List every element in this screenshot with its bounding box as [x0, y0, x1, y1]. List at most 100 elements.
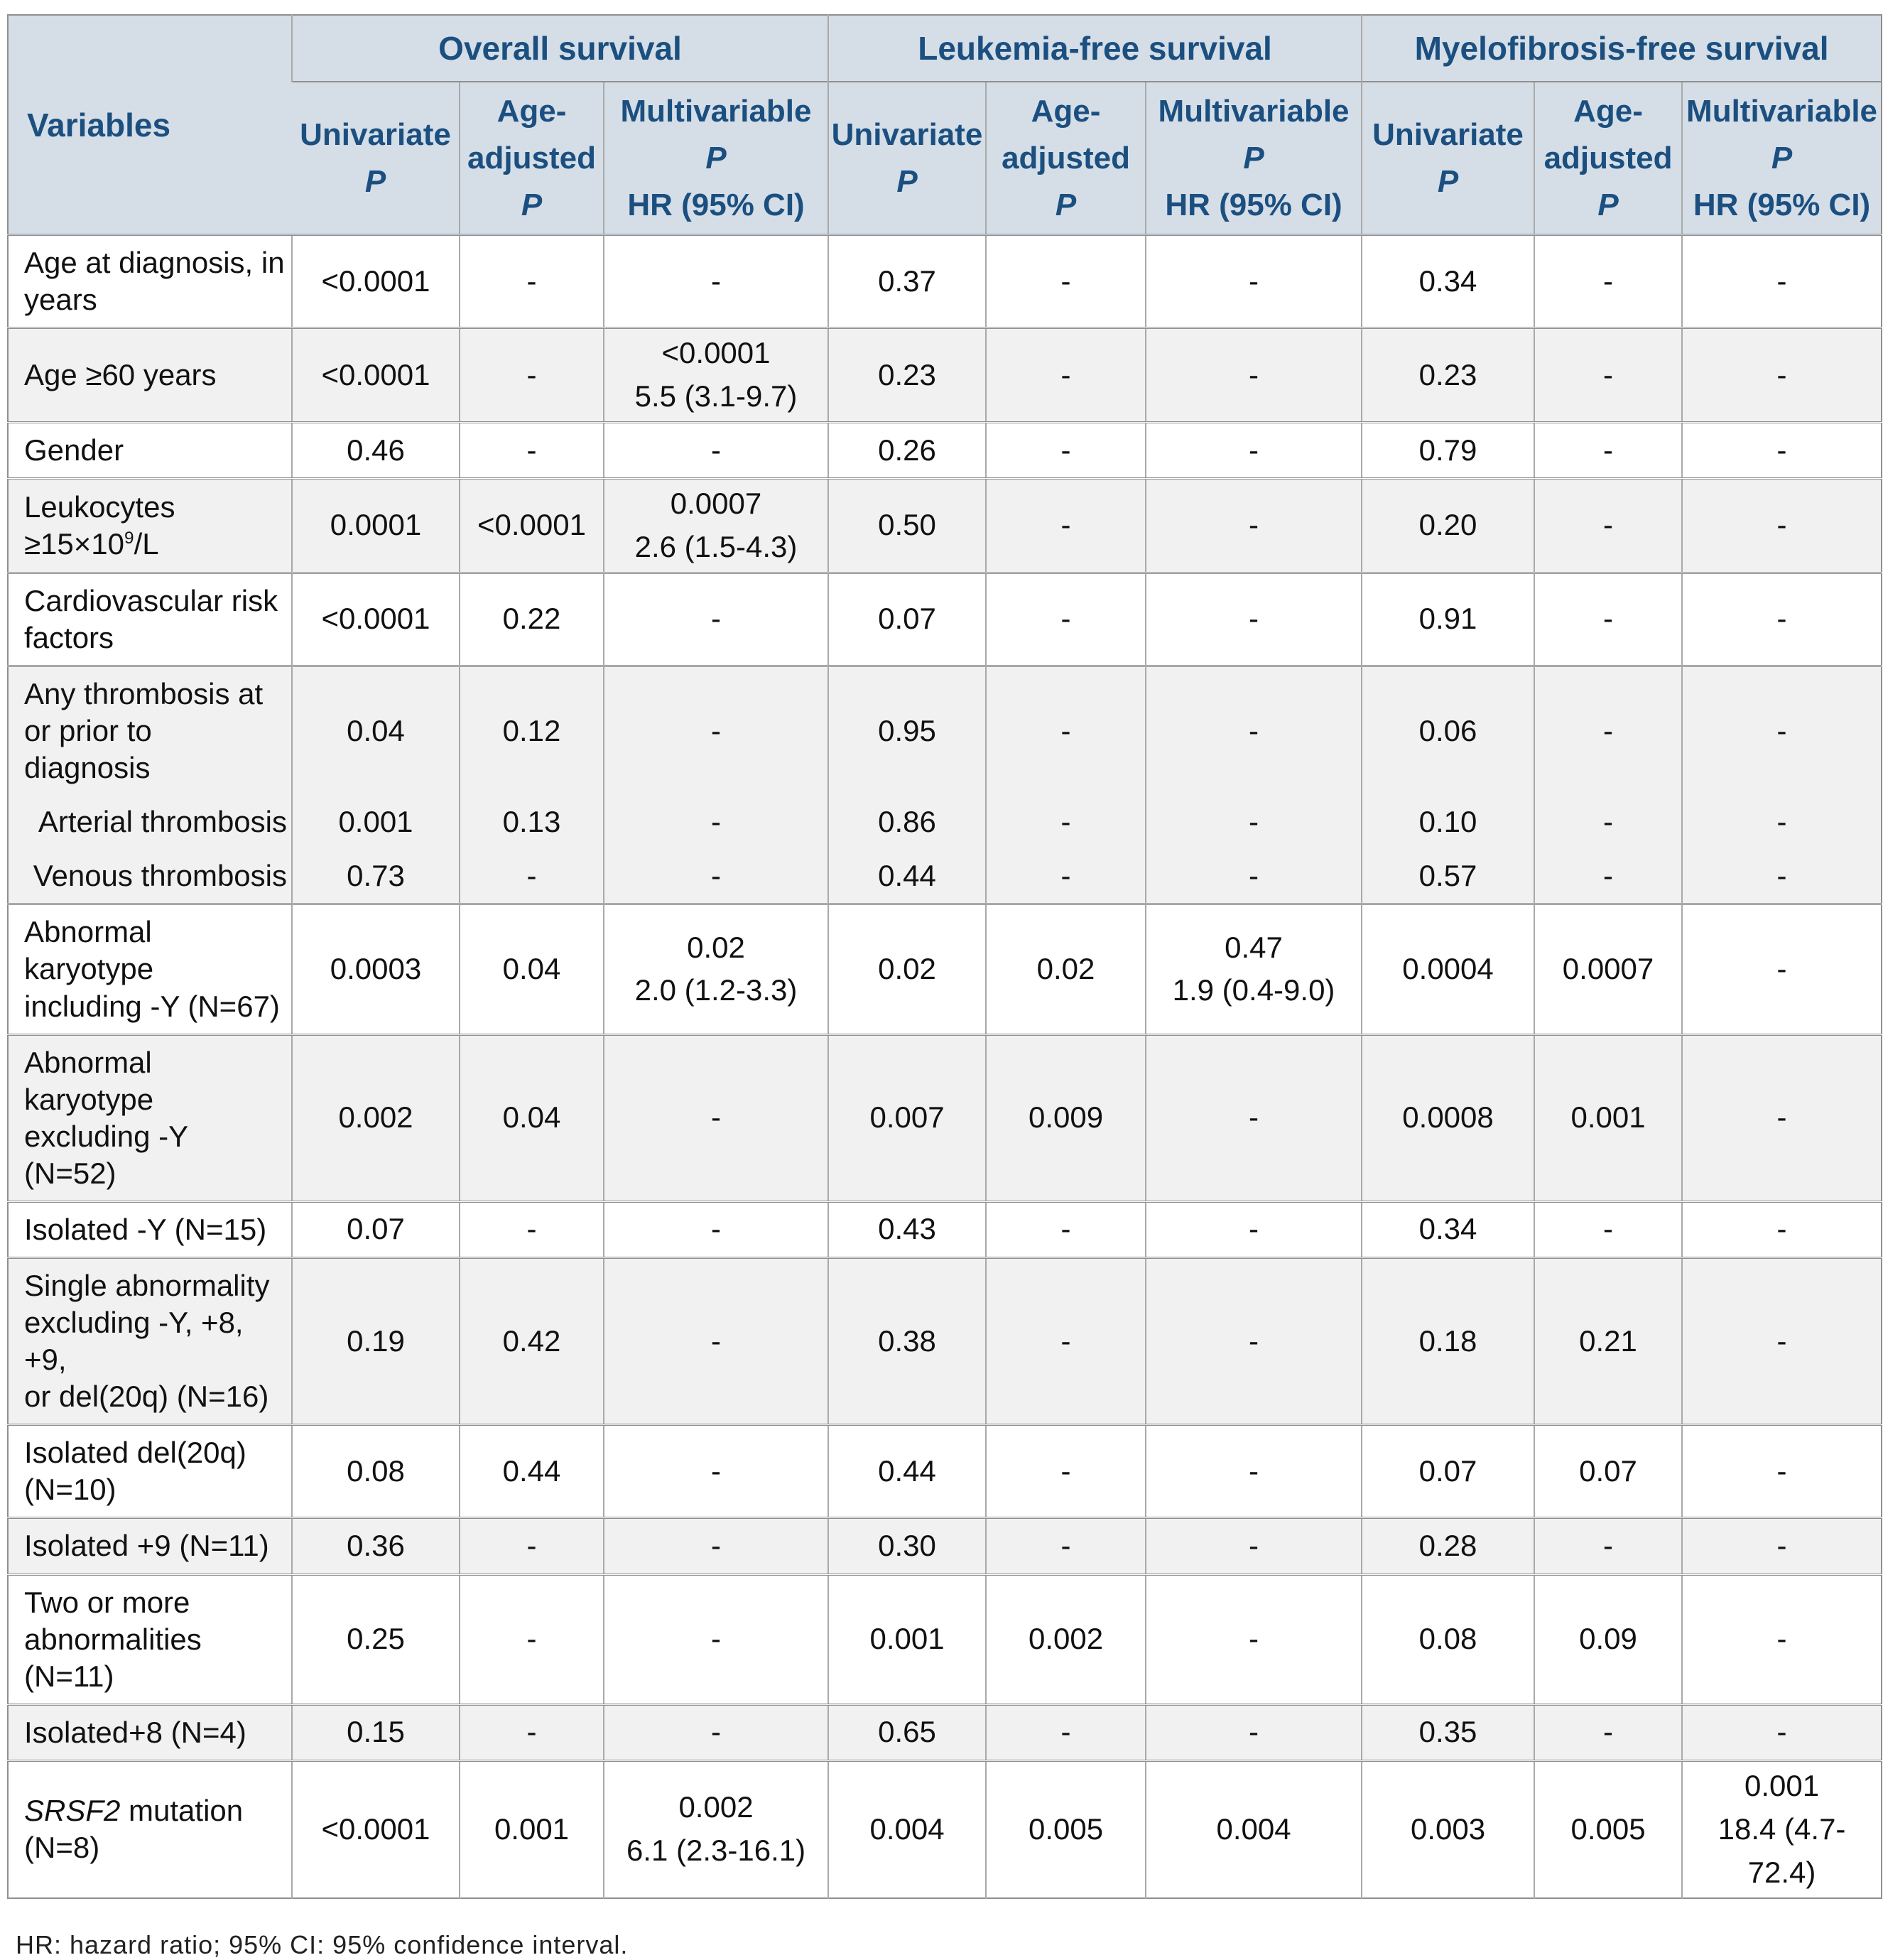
cell-value: - — [1145, 1703, 1362, 1761]
cell-value: 0.13 — [459, 795, 604, 850]
cell-value: 0.10 — [1361, 795, 1535, 850]
cell-value: 0.19 — [291, 1256, 460, 1425]
cell-value: 0.0007 — [1534, 903, 1683, 1035]
group-header-leukemia-free-survival: Leukemia-free survival — [827, 15, 1362, 82]
cell-value: <0.0001 — [291, 1759, 460, 1898]
table-header: Variables Overall survival Leukemia-free… — [8, 15, 1882, 235]
row-label: Age at diagnosis, in years — [8, 233, 292, 328]
table-row: SRSF2 mutation (N=8) <0.0001 0.001 0.002 6.… — [8, 1759, 1882, 1898]
cell-value: <0.0001 — [291, 571, 460, 666]
cell-value: <0.0001 — [291, 327, 460, 423]
column-header-2: Multivariable P HR (95% CI) — [602, 81, 829, 235]
cell-value: - — [459, 327, 604, 423]
cell-value: - — [602, 1703, 829, 1761]
cell-value: - — [1534, 664, 1683, 796]
cell-value: - — [1681, 664, 1882, 796]
cell-value: 0.001 — [291, 795, 460, 850]
cell-value: - — [1534, 327, 1683, 423]
cell-value: 0.005 — [1534, 1759, 1683, 1898]
table-row: Age ≥60 years <0.0001- <0.0001 5.5 (3.1-9.… — [8, 327, 1882, 423]
cell-value: 0.001 — [1534, 1033, 1683, 1202]
cell-value: 0.22 — [459, 571, 604, 666]
cell-value: 0.002 6.1 (2.3-16.1) — [602, 1759, 829, 1898]
cell-value: 0.23 — [827, 327, 987, 423]
cell-value: 0.001 — [459, 1759, 604, 1898]
group-header-row: Variables Overall survival Leukemia-free… — [8, 15, 1882, 235]
table-row: Gender 0.46- -0.26- -0.79- - — [8, 421, 1882, 479]
cell-value: - — [459, 1703, 604, 1761]
cell-value: 0.08 — [291, 1424, 460, 1518]
variables-header: Variables — [8, 15, 292, 235]
cell-value: 0.001 — [827, 1573, 987, 1705]
cell-value: 0.07 — [827, 571, 987, 666]
row-label: Isolated+8 (N=4) — [8, 1703, 292, 1761]
cell-value: - — [1681, 421, 1882, 479]
cell-value: 0.0004 — [1361, 903, 1535, 1035]
row-label: Age ≥60 years — [8, 327, 292, 423]
cell-value: - — [1145, 327, 1362, 423]
row-label: Gender — [8, 421, 292, 479]
table-row: Venous thrombosis 0.73- -0.44- -0.57- - — [8, 849, 1882, 904]
table-row: Abnormal karyotype including -Y (N=67) 0.… — [8, 903, 1882, 1035]
table-row: Isolated +9 (N=11) 0.36- -0.30- -0.28- - — [8, 1517, 1882, 1575]
cell-value: 0.23 — [1361, 327, 1535, 423]
cell-value: - — [1145, 421, 1362, 479]
cell-value: - — [602, 1424, 829, 1518]
cell-value: 0.12 — [459, 664, 604, 796]
column-header-6: Univariate P — [1361, 81, 1535, 235]
cell-value: - — [1681, 903, 1882, 1035]
cell-value: - — [1681, 1703, 1882, 1761]
group-header-myelofibrosis-free-survival: Myelofibrosis-free survival — [1361, 15, 1882, 82]
cell-value: - — [1145, 795, 1362, 850]
cell-value: - — [459, 1517, 604, 1575]
cell-value: 0.95 — [827, 664, 987, 796]
cell-value: - — [1681, 477, 1882, 573]
cell-value: 0.002 — [985, 1573, 1146, 1705]
row-label: SRSF2 mutation (N=8) — [8, 1759, 292, 1898]
cell-value: - — [985, 795, 1146, 850]
cell-value: 0.04 — [459, 1033, 604, 1202]
cell-value: 0.04 — [459, 903, 604, 1035]
table-row: Leukocytes ≥15×109/L 0.0001 <0.0001 0.0007 … — [8, 477, 1882, 573]
cell-value: - — [1681, 1033, 1882, 1202]
cell-value: - — [985, 849, 1146, 904]
survival-table: Variables Overall survival Leukemia-free… — [7, 14, 1883, 1899]
cell-value: - — [602, 795, 829, 850]
row-label: Two or more abnormalities (N=11) — [8, 1573, 292, 1705]
cell-value: 0.004 — [1145, 1759, 1362, 1898]
cell-value: 0.28 — [1361, 1517, 1535, 1575]
column-header-0: Univariate P — [292, 81, 460, 235]
cell-value: 0.35 — [1361, 1703, 1535, 1761]
cell-value: 0.0003 — [291, 903, 460, 1035]
cell-value: - — [602, 571, 829, 666]
cell-value: 0.47 1.9 (0.4-9.0) — [1145, 903, 1362, 1035]
cell-value: 0.07 — [1534, 1424, 1683, 1518]
row-label: Isolated +9 (N=11) — [8, 1517, 292, 1575]
cell-value: 0.73 — [291, 849, 460, 904]
cell-value: 0.18 — [1361, 1256, 1535, 1425]
table-row: Isolated+8 (N=4) 0.15- -0.65- -0.35- - — [8, 1703, 1882, 1761]
cell-value: <0.0001 — [291, 233, 460, 328]
cell-value: 0.30 — [827, 1517, 987, 1575]
table-row: Isolated -Y (N=15) 0.07- -0.43- -0.34- - — [8, 1200, 1882, 1258]
cell-value: 0.02 2.0 (1.2-3.3) — [602, 903, 829, 1035]
cell-value: - — [1145, 1517, 1362, 1575]
cell-value: - — [459, 1573, 604, 1705]
cell-value: - — [459, 1200, 604, 1258]
cell-value: - — [985, 664, 1146, 796]
table-row: Age at diagnosis, in years <0.0001- -0.37-… — [8, 233, 1882, 328]
cell-value: - — [1534, 849, 1683, 904]
cell-value: - — [602, 421, 829, 479]
cell-value: - — [1681, 1200, 1882, 1258]
cell-value: - — [985, 477, 1146, 573]
cell-value: - — [1534, 1200, 1683, 1258]
row-label: Venous thrombosis — [8, 849, 292, 904]
row-label: Abnormal karyotype excluding -Y (N=52) — [8, 1033, 292, 1202]
cell-value: 0.005 — [985, 1759, 1146, 1898]
cell-value: - — [1534, 233, 1683, 328]
cell-value: - — [1681, 1517, 1882, 1575]
cell-value: 0.06 — [1361, 664, 1535, 796]
cell-value: - — [602, 1033, 829, 1202]
cell-value: <0.0001 5.5 (3.1-9.7) — [602, 327, 829, 423]
table-body: Age at diagnosis, in years <0.0001- -0.37-… — [8, 233, 1882, 1898]
